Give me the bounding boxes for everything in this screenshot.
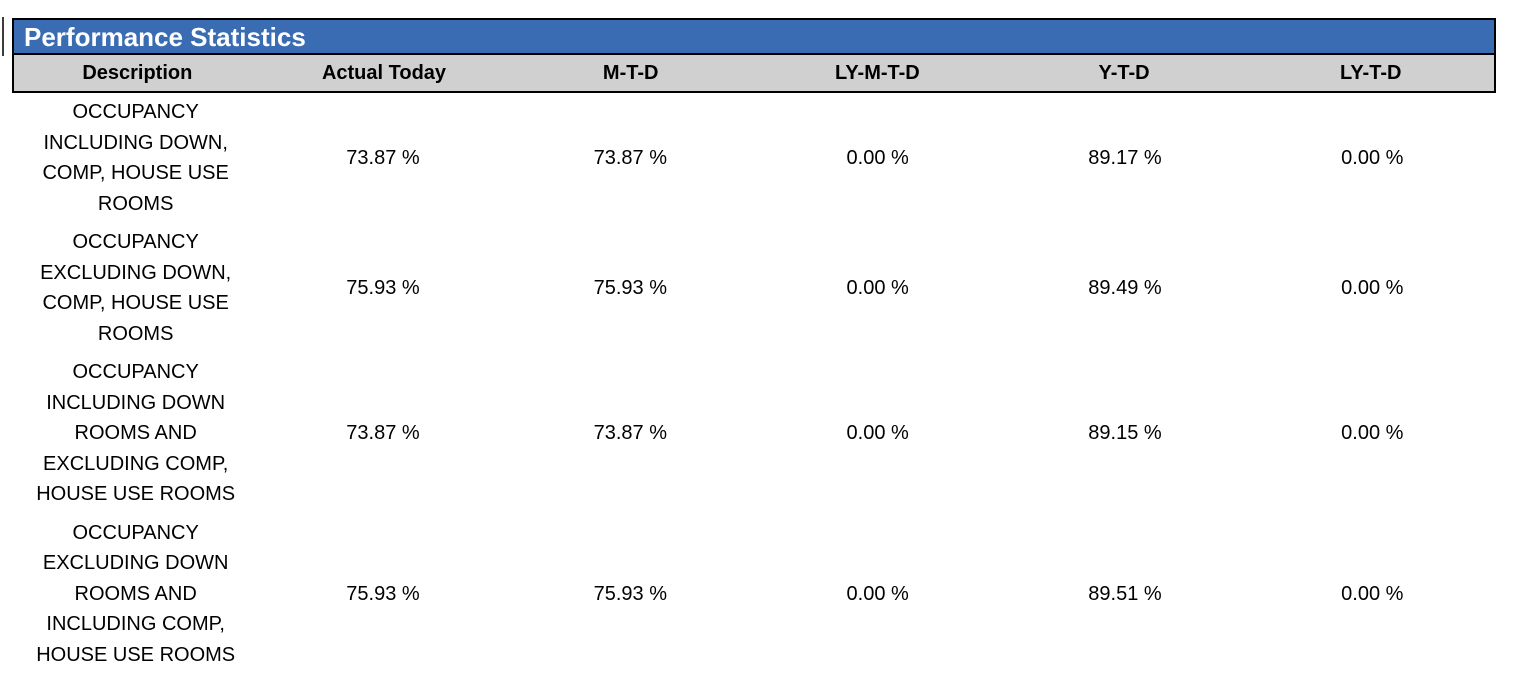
table-row: OCCUPANCY EXCLUDING DOWN, COMP, HOUSE US… <box>12 223 1496 353</box>
ly-td-cell: 0.00 % <box>1341 422 1404 445</box>
description-cell: OCCUPANCY EXCLUDING DOWN ROOMS AND INCLU… <box>36 521 236 666</box>
actual-today-cell: 75.93 % <box>346 277 420 299</box>
ly-td-cell: 0.00 % <box>1341 582 1404 605</box>
ytd-cell: 89.17 % <box>1088 147 1162 169</box>
column-header-actual-today: Actual Today <box>321 61 447 84</box>
ytd-cell: 89.49 % <box>1088 277 1162 299</box>
description-cell: OCCUPANCY INCLUDING DOWN ROOMS AND EXCLU… <box>36 361 236 505</box>
column-header-ly-mtd: LY-M-T-D <box>834 61 920 84</box>
report-title: Performance Statistics <box>24 21 306 52</box>
table-row: OCCUPANCY INCLUDING DOWN ROOMS AND EXCLU… <box>12 353 1496 514</box>
ly-mtd-cell: 0.00 % <box>846 422 909 445</box>
column-header-row: Description Actual Today M-T-D LY-M-T-D … <box>14 55 1494 91</box>
mtd-cell: 75.93 % <box>593 277 668 299</box>
ly-td-cell: 0.00 % <box>1341 147 1404 169</box>
mtd-cell: 75.93 % <box>593 582 668 605</box>
ytd-cell: 89.15 % <box>1088 422 1162 445</box>
report-body: OCCUPANCY INCLUDING DOWN, COMP, HOUSE US… <box>12 93 1496 674</box>
ly-mtd-cell: 0.00 % <box>846 147 909 169</box>
table-row: OCCUPANCY EXCLUDING DOWN ROOMS AND INCLU… <box>12 514 1496 675</box>
actual-today-cell: 75.93 % <box>346 582 420 605</box>
description-cell: OCCUPANCY EXCLUDING DOWN, COMP, HOUSE US… <box>40 231 232 345</box>
column-header-ly-td: LY-T-D <box>1339 61 1402 84</box>
mtd-cell: 73.87 % <box>593 147 668 169</box>
mtd-cell: 73.87 % <box>593 422 668 445</box>
report-title-bar: Performance Statistics <box>14 20 1494 55</box>
report-header-block: Performance Statistics Description Actua… <box>12 18 1496 93</box>
description-cell: OCCUPANCY INCLUDING DOWN, COMP, HOUSE US… <box>42 101 229 215</box>
ly-td-cell: 0.00 % <box>1341 277 1404 299</box>
column-header-mtd: M-T-D <box>602 61 659 84</box>
table-row: OCCUPANCY INCLUDING DOWN, COMP, HOUSE US… <box>12 93 1496 223</box>
actual-today-cell: 73.87 % <box>346 422 420 445</box>
left-edge-artifact-line <box>2 17 4 56</box>
ytd-cell: 89.51 % <box>1088 582 1162 605</box>
column-header-description: Description <box>82 61 193 84</box>
actual-today-cell: 73.87 % <box>346 147 420 169</box>
performance-statistics-report: Performance Statistics Description Actua… <box>12 18 1496 674</box>
ly-mtd-cell: 0.00 % <box>846 582 909 605</box>
ly-mtd-cell: 0.00 % <box>846 277 909 299</box>
column-header-ytd: Y-T-D <box>1098 61 1150 84</box>
